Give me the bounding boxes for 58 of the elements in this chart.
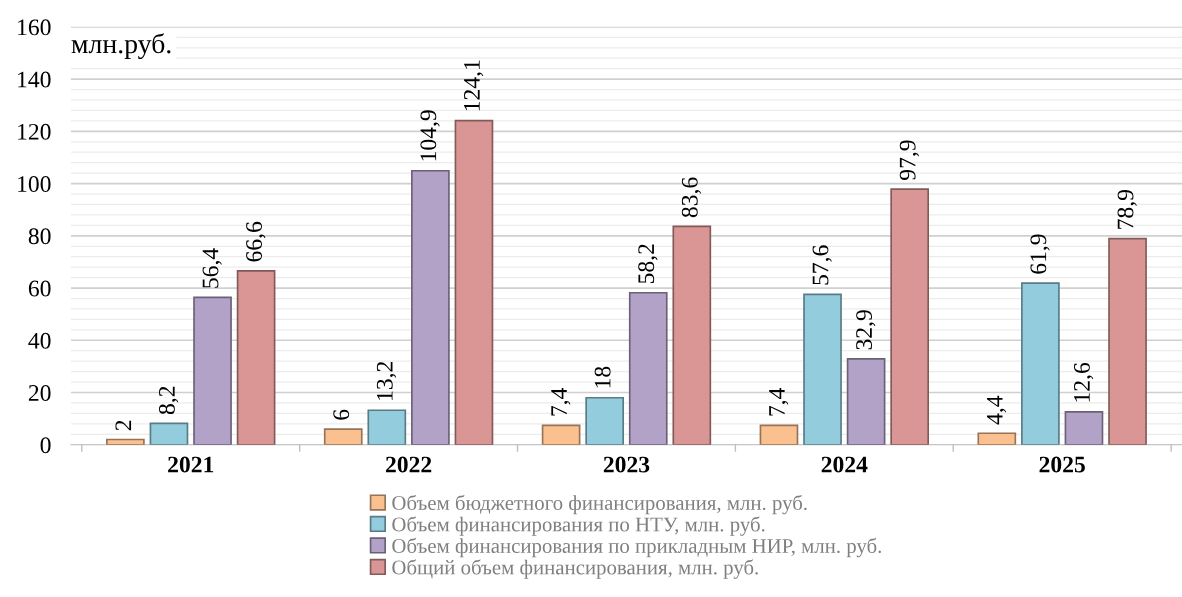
data-label: 7,4 (551, 387, 571, 416)
bar (628, 291, 668, 445)
legend-label: Объем бюджетного финансирования, млн. руб. (392, 494, 807, 515)
bar (1021, 282, 1060, 445)
x-tick-label: 2022 (385, 456, 432, 473)
data-label: 12,6 (1074, 362, 1094, 402)
data-label: 18 (594, 366, 611, 388)
legend-label: Общий объем финансирования, млн. руб. (392, 559, 758, 579)
y-tick-label: 0 (40, 437, 51, 454)
legend-label: Объем финансирования по прикладным НИР, млн. руб. (392, 537, 881, 558)
legend-label: Объем финансирования по НТУ, млн. руб. (392, 516, 765, 536)
bar (1064, 411, 1104, 445)
data-label: 2 (115, 420, 132, 431)
bar (890, 188, 930, 445)
y-tick-label: 20 (28, 385, 51, 401)
y-axis-title: млн.руб. (71, 33, 171, 60)
y-tick-label: 160 (18, 19, 51, 36)
bar (977, 432, 1017, 445)
bar (672, 225, 712, 445)
y-tick-label: 60 (28, 280, 51, 297)
x-tick-label: 2023 (603, 456, 650, 473)
data-label: 104,9 (420, 110, 440, 161)
data-label: 83,6 (681, 177, 702, 218)
data-label: 8,2 (158, 386, 179, 415)
data-label: 124,1 (464, 60, 484, 111)
bar (541, 424, 581, 445)
data-label: 6 (333, 409, 350, 420)
data-label: 56,4 (202, 248, 222, 288)
data-label: 13,2 (376, 361, 397, 400)
y-tick-label: 140 (18, 71, 51, 88)
data-label: 61,9 (1030, 234, 1050, 274)
bar (236, 269, 276, 445)
bar (759, 424, 799, 445)
bar (454, 119, 494, 445)
data-label: 32,9 (856, 310, 876, 350)
bar (367, 409, 407, 445)
bar (846, 357, 886, 445)
data-label: 97,9 (899, 140, 919, 180)
bar (411, 169, 450, 445)
y-tick-label: 100 (18, 176, 51, 192)
data-label: 4,4 (986, 395, 1007, 425)
bar (193, 296, 232, 445)
y-tick-label: 120 (18, 123, 51, 140)
y-tick-label: 40 (28, 332, 51, 349)
bar (585, 396, 625, 445)
bar (803, 293, 842, 445)
x-tick-label: 2024 (821, 456, 868, 473)
x-tick-label: 2021 (168, 456, 214, 473)
y-tick-label: 80 (28, 228, 51, 245)
data-label: 66,6 (246, 221, 266, 262)
bar (149, 422, 189, 445)
x-tick-label: 2025 (1039, 456, 1085, 473)
bar (323, 428, 363, 445)
data-label: 7,4 (769, 387, 789, 416)
bar (1108, 237, 1147, 445)
data-label: 58,2 (638, 244, 658, 284)
data-label: 57,6 (812, 245, 832, 285)
data-label: 78,9 (1117, 190, 1137, 229)
